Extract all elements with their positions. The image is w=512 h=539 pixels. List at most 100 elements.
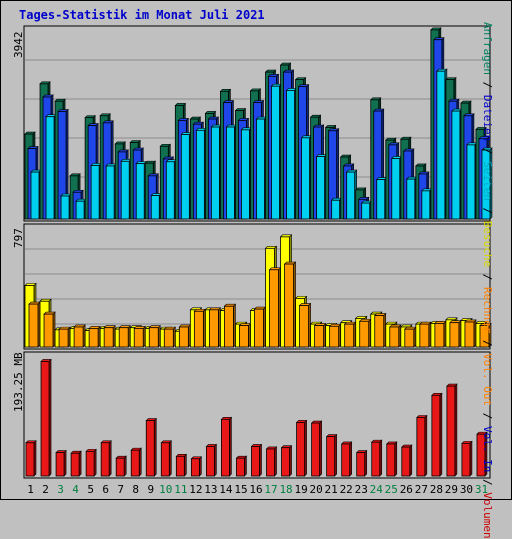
bar-seiten — [75, 200, 85, 220]
legend-rechner: Rechner — [481, 286, 494, 334]
bar-volumen — [296, 422, 305, 477]
bar-volumen — [431, 394, 441, 477]
bar-volumen — [190, 458, 200, 477]
bar-seiten — [361, 202, 371, 220]
bar-volumen — [371, 441, 381, 477]
bar-volumen — [266, 448, 275, 477]
bar-rechner — [284, 263, 294, 348]
bar-rechner — [43, 313, 54, 348]
bar-rechner — [389, 326, 400, 348]
bar-rechner — [88, 328, 99, 348]
bar-volumen — [446, 385, 456, 477]
bar-seiten — [105, 165, 115, 220]
bar-seiten — [90, 165, 100, 220]
legend-seiten: Seiten — [481, 161, 494, 201]
day-label: 25 — [385, 483, 398, 496]
bar-rechner — [224, 305, 234, 348]
bar-volumen — [341, 443, 351, 477]
bar-seiten — [346, 171, 356, 220]
bar-volumen — [85, 450, 95, 477]
bar-volumen — [40, 361, 50, 477]
bar-seiten — [120, 160, 130, 220]
bar-seiten — [481, 149, 491, 220]
bar-volumen — [145, 420, 155, 477]
day-label: 7 — [117, 483, 124, 496]
bar-seiten — [210, 126, 220, 220]
bar-rechner — [344, 323, 355, 348]
legend-top-requests: Anfragen / Dateien / Seiten / Besuche / … — [481, 22, 494, 539]
bar-volumen — [55, 452, 65, 477]
bar-volumen — [221, 418, 230, 477]
top-panel-max-label: 3942 — [12, 31, 25, 59]
bar-volumen — [356, 452, 366, 477]
bar-volumen — [25, 442, 35, 477]
day-label: 12 — [189, 483, 202, 496]
bar-seiten — [150, 195, 160, 220]
day-label: 31 — [475, 483, 488, 496]
bar-seiten — [286, 90, 295, 220]
bar-volumen — [175, 455, 185, 477]
day-label: 2 — [42, 483, 49, 496]
day-label: 5 — [87, 483, 94, 496]
day-label: 28 — [430, 483, 443, 496]
legend-sep: / — [481, 339, 494, 347]
day-label: 13 — [204, 483, 217, 496]
bar-seiten — [30, 171, 40, 220]
bar-volumen — [386, 443, 396, 477]
day-label: 18 — [279, 483, 292, 496]
bar-rechner — [449, 322, 460, 348]
bar-rechner — [239, 325, 249, 348]
legend-vol-out: Vol. Out — [481, 353, 494, 407]
bar-rechner — [73, 326, 84, 348]
legend-dateien: Dateien — [481, 94, 494, 142]
day-label: 10 — [159, 483, 172, 496]
legend-anfragen: Anfragen — [481, 22, 494, 75]
bar-seiten — [180, 134, 190, 220]
bar-seiten — [376, 179, 386, 220]
bar-seiten — [466, 144, 476, 220]
day-label: 17 — [264, 483, 277, 496]
bar-seiten — [226, 126, 235, 220]
legend-besuche: Besuche — [481, 220, 494, 268]
middle-panel-max-label: 797 — [12, 228, 25, 248]
bar-rechner — [118, 327, 129, 348]
day-label: 11 — [174, 483, 187, 496]
bar-seiten — [165, 161, 175, 220]
day-label: 23 — [355, 483, 368, 496]
bar-volumen — [205, 446, 215, 477]
day-label: 8 — [132, 483, 139, 496]
bar-rechner — [163, 328, 174, 348]
bar-rechner — [148, 327, 159, 348]
bar-rechner — [329, 325, 340, 348]
bar-rechner — [464, 321, 475, 348]
day-label: 22 — [340, 483, 353, 496]
bar-volumen — [281, 447, 290, 477]
bar-seiten — [316, 156, 326, 220]
bar-volumen — [100, 442, 110, 477]
bar-rechner — [208, 309, 219, 348]
day-label: 24 — [370, 483, 384, 496]
bar-volumen — [236, 457, 245, 477]
bar-rechner — [269, 269, 279, 348]
day-label: 30 — [460, 483, 473, 496]
bar-volumen — [416, 417, 426, 477]
bar-rechner — [254, 308, 264, 348]
day-label: 1 — [27, 483, 34, 496]
day-label: 15 — [234, 483, 247, 496]
day-label: 6 — [102, 483, 109, 496]
bar-volumen — [115, 457, 125, 477]
bar-volumen — [461, 442, 471, 477]
bar-seiten — [241, 129, 250, 220]
bar-seiten — [436, 70, 446, 220]
bar-volumen — [326, 436, 336, 477]
bar-rechner — [28, 303, 39, 348]
bar-rechner — [193, 310, 204, 348]
bar-volumen — [401, 446, 411, 477]
bar-seiten — [256, 118, 265, 220]
day-label: 27 — [415, 483, 428, 496]
bar-volumen — [160, 442, 170, 477]
bar-rechner — [359, 320, 370, 348]
bar-rechner — [178, 326, 189, 348]
bottom-panel-max-label: 193.25 MB — [12, 352, 25, 412]
bar-rechner — [58, 328, 69, 348]
